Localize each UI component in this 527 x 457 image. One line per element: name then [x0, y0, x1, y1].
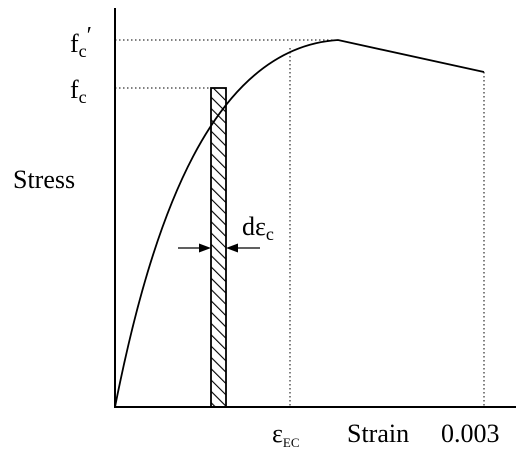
y-axis-label: Stress: [13, 165, 75, 194]
fc-label: fc: [70, 75, 87, 107]
d-eps-arrowhead-left: [199, 243, 211, 253]
eps-ec-label: εEC: [272, 419, 300, 450]
fc-prime-label: fc′: [70, 23, 92, 61]
ultimate-strain-label: 0.003: [441, 419, 500, 448]
hatched-strip: [210, 87, 227, 408]
stress-strain-curve: [114, 39, 485, 408]
d-eps-label: dεc: [242, 212, 274, 244]
x-axis-label: Strain: [347, 419, 409, 448]
d-eps-arrowhead-right: [226, 243, 238, 253]
